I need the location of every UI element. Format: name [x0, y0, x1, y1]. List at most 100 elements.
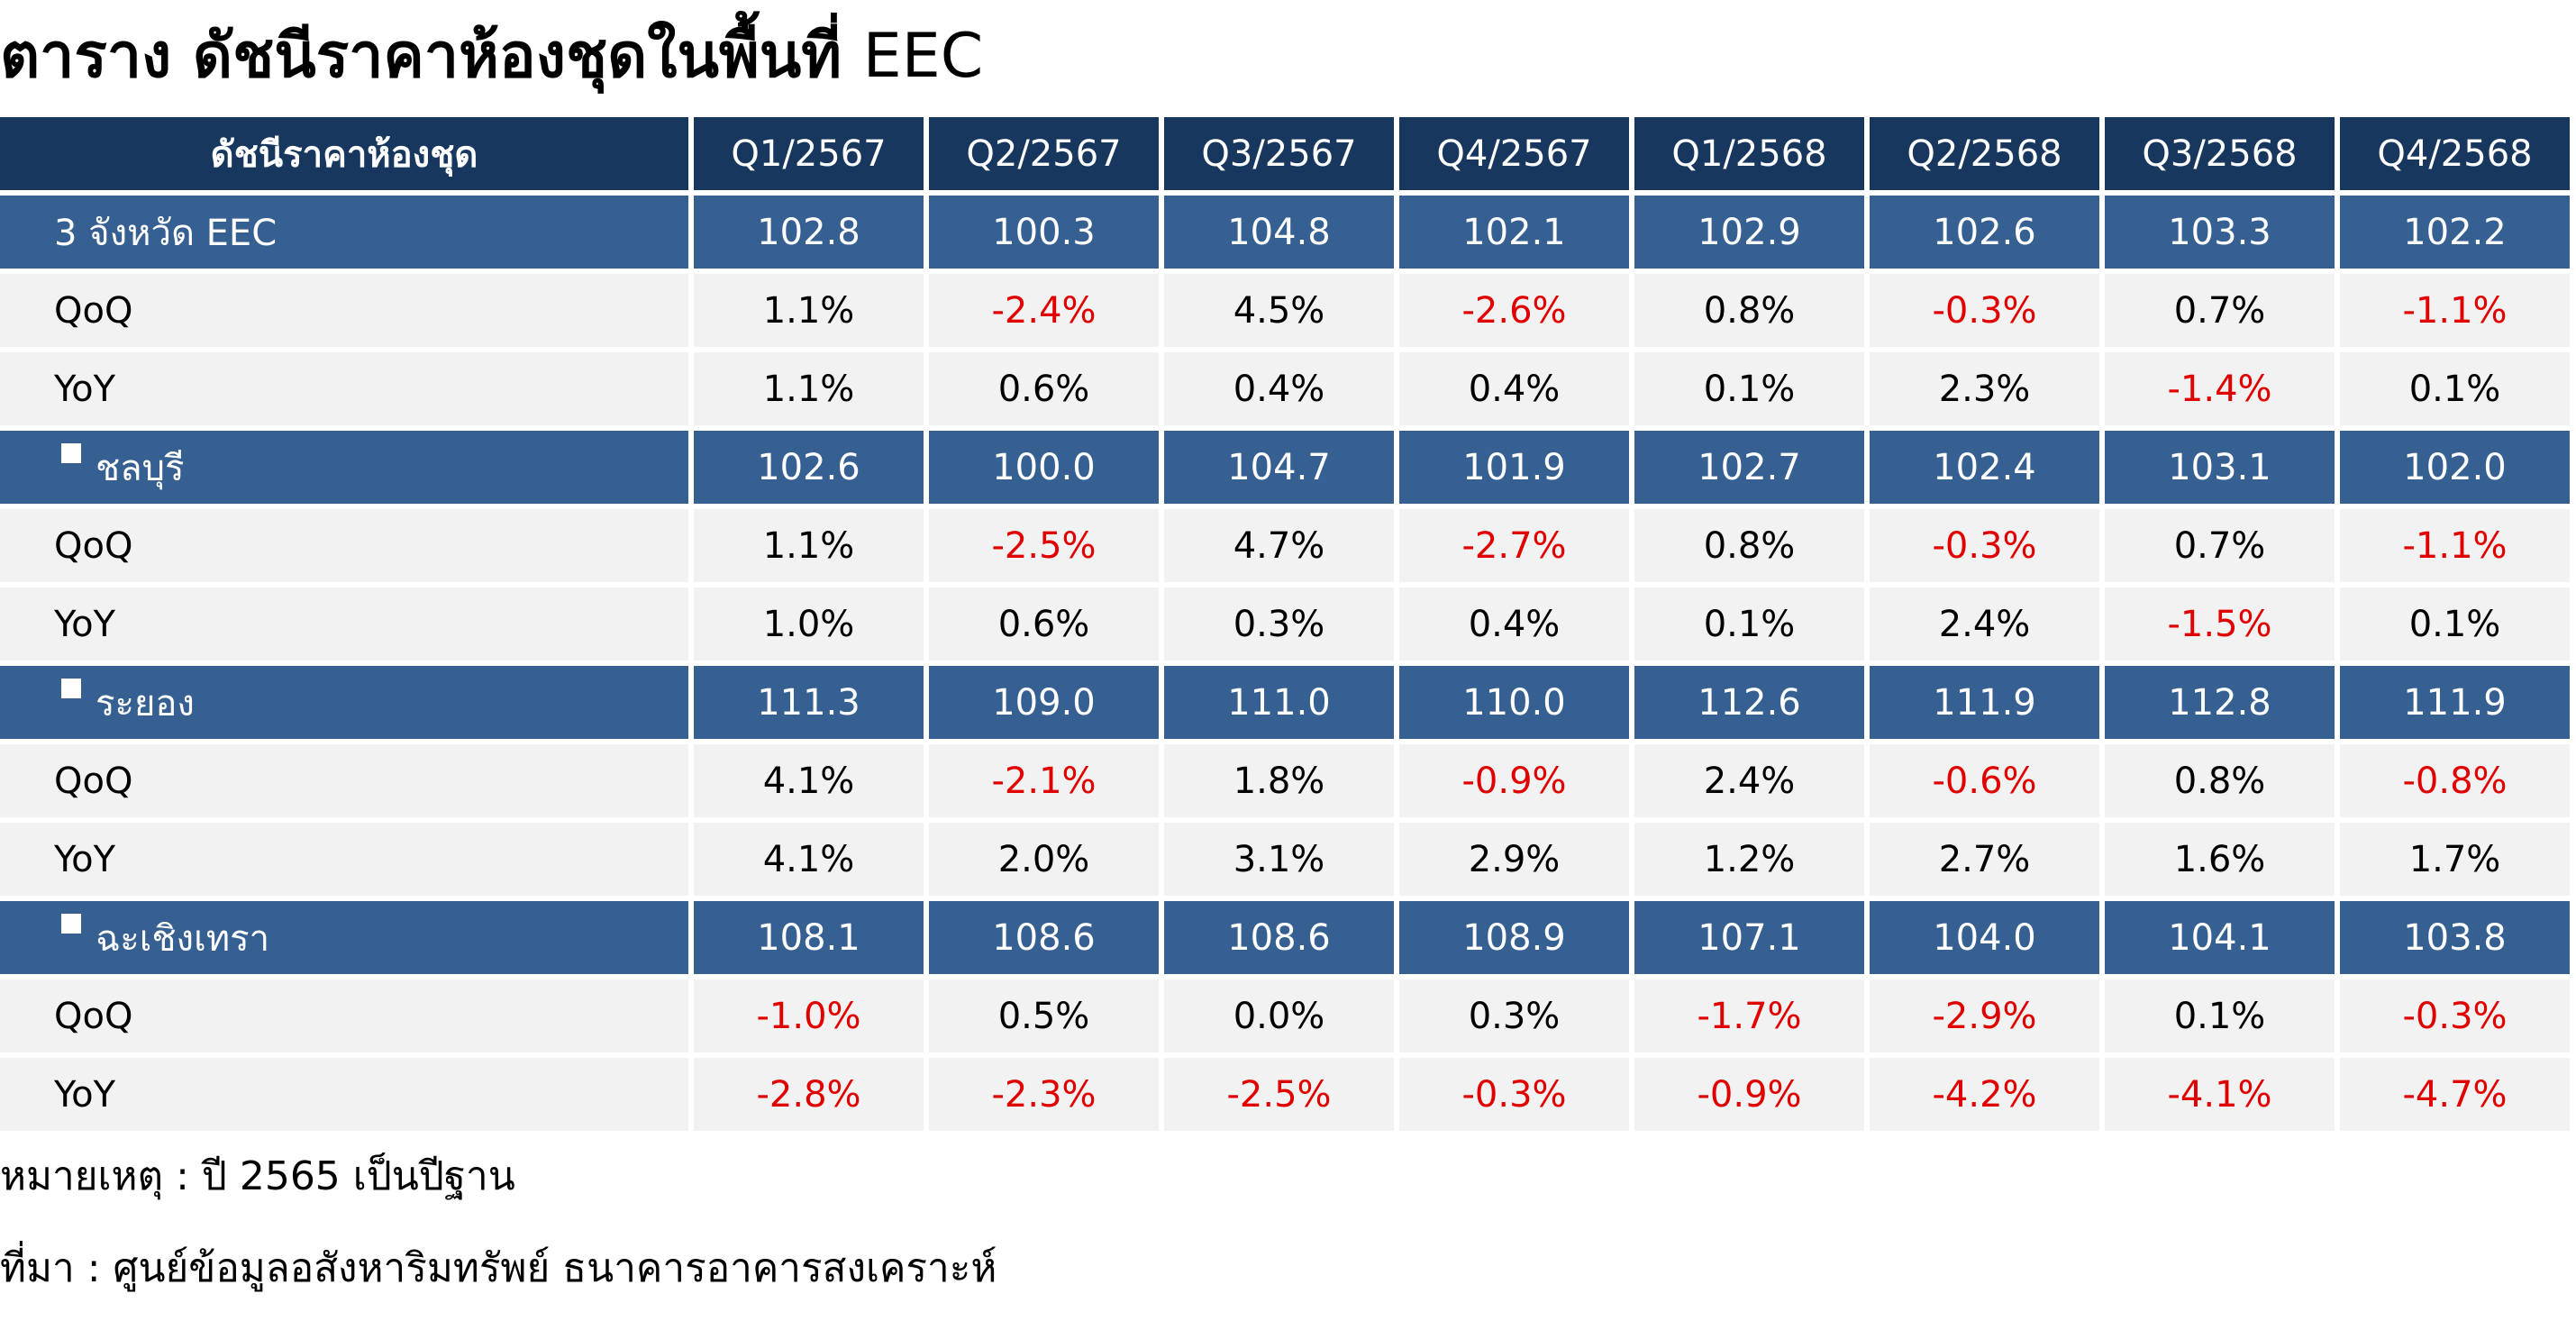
header-label: ดัชนีราคาห้องชุด [0, 117, 688, 190]
qoq-value-text: 1.1% [762, 524, 855, 567]
qoq-value-text: -2.7% [1461, 524, 1567, 567]
yoy-label: YoY [0, 823, 688, 896]
index-value: 111.0 [1164, 666, 1394, 739]
qoq-value: 4.5% [1164, 274, 1394, 347]
yoy-value-text: 2.0% [997, 838, 1090, 880]
yoy-value-text: 0.1% [2408, 603, 2501, 645]
yoy-value-text: 0.6% [997, 368, 1090, 410]
column-header: Q2/2567 [929, 117, 1159, 190]
yoy-value: -0.3% [1399, 1058, 1629, 1131]
qoq-value-text: 0.7% [2173, 524, 2266, 567]
qoq-value: -2.9% [1870, 979, 2099, 1052]
qoq-value: 0.8% [2105, 744, 2335, 817]
province-name: ระยอง [96, 682, 195, 724]
yoy-value: 0.1% [2340, 588, 2570, 660]
qoq-value-text: -0.9% [1461, 760, 1567, 802]
index-row: ระยอง 111.3 109.0 111.0 110.0 112.6 111.9 112.8… [0, 666, 2570, 739]
qoq-value: 0.7% [2105, 509, 2335, 582]
index-row: 3 จังหวัด EEC 102.8 100.3 104.8 102.1 102.9 10… [0, 196, 2570, 269]
index-value: 102.7 [1634, 431, 1864, 504]
index-value: 103.8 [2340, 901, 2570, 974]
square-bullet-icon [61, 443, 81, 463]
index-value: 102.6 [694, 431, 924, 504]
yoy-value-text: 0.3% [1233, 603, 1325, 645]
qoq-value-text: 1.1% [762, 289, 855, 332]
index-value: 104.7 [1164, 431, 1394, 504]
qoq-value-text: -1.1% [2402, 289, 2508, 332]
yoy-value-text: 1.0% [762, 603, 855, 645]
yoy-value: 2.3% [1870, 352, 2099, 425]
yoy-value: 0.1% [1634, 588, 1864, 660]
qoq-value-text: -0.6% [1932, 760, 2037, 802]
qoq-value-text: 4.5% [1233, 289, 1325, 332]
yoy-value-text: 0.4% [1468, 603, 1561, 645]
index-value: 102.1 [1399, 196, 1629, 269]
yoy-value-text: 1.7% [2408, 838, 2501, 880]
yoy-value: -0.9% [1634, 1058, 1864, 1131]
table-header-row: ดัชนีราคาห้องชุด Q1/2567 Q2/2567 Q3/2567 Q4… [0, 117, 2570, 190]
qoq-value: -2.1% [929, 744, 1159, 817]
qoq-value: -0.8% [2340, 744, 2570, 817]
qoq-value: -2.7% [1399, 509, 1629, 582]
yoy-value-text: 0.4% [1468, 368, 1561, 410]
source-note: ที่มา : ศูนย์ข้อมูลอสังหาริมทรัพย์ ธนาคา… [0, 1245, 997, 1291]
yoy-value: 0.1% [2340, 352, 2570, 425]
yoy-value-text: -2.8% [756, 1073, 861, 1116]
yoy-value: -2.5% [1164, 1058, 1394, 1131]
qoq-value-text: -1.0% [756, 995, 861, 1037]
title-thai: ตาราง ดัชนีราคาห้องชุดในพื้นที่ [0, 21, 842, 92]
index-value: 102.8 [694, 196, 924, 269]
yoy-label: YoY [0, 588, 688, 660]
yoy-value-text: 0.6% [997, 603, 1090, 645]
yoy-value-text: 2.4% [1938, 603, 2031, 645]
index-value: 104.0 [1870, 901, 2099, 974]
yoy-label: YoY [0, 352, 688, 425]
qoq-value-text: 4.1% [762, 760, 855, 802]
price-index-table: ดัชนีราคาห้องชุด Q1/2567 Q2/2567 Q3/2567 Q4… [0, 112, 2575, 1136]
qoq-value-text: -2.9% [1932, 995, 2037, 1037]
yoy-value: 0.4% [1164, 352, 1394, 425]
index-value: 108.1 [694, 901, 924, 974]
index-value: 111.3 [694, 666, 924, 739]
yoy-value-text: -1.5% [2167, 603, 2272, 645]
yoy-value-text: 0.1% [2408, 368, 2501, 410]
yoy-value-text: -2.5% [1226, 1073, 1332, 1116]
yoy-value: 1.2% [1634, 823, 1864, 896]
qoq-value-text: 0.3% [1468, 995, 1561, 1037]
yoy-value-text: -0.9% [1697, 1073, 1802, 1116]
index-value: 101.9 [1399, 431, 1629, 504]
yoy-value: 0.1% [1634, 352, 1864, 425]
index-value: 108.6 [1164, 901, 1394, 974]
index-value: 100.3 [929, 196, 1159, 269]
qoq-value: 0.8% [1634, 509, 1864, 582]
yoy-value: 0.4% [1399, 352, 1629, 425]
yoy-value-text: -4.2% [1932, 1073, 2037, 1116]
yoy-value: 1.0% [694, 588, 924, 660]
index-value: 103.1 [2105, 431, 2335, 504]
column-header: Q2/2568 [1870, 117, 2099, 190]
qoq-value: -0.9% [1399, 744, 1629, 817]
qoq-value: 0.1% [2105, 979, 2335, 1052]
yoy-value: -2.3% [929, 1058, 1159, 1131]
qoq-value-text: 1.8% [1233, 760, 1325, 802]
index-row: ชลบุรี 102.6 100.0 104.7 101.9 102.7 102.4 103.… [0, 431, 2570, 504]
qoq-row: QoQ -1.0% 0.5% 0.0% 0.3% -1.7% -2.9% 0.1% -0.3% [0, 979, 2570, 1052]
yoy-value-text: 0.1% [1703, 368, 1796, 410]
yoy-value: -4.1% [2105, 1058, 2335, 1131]
qoq-value: -0.3% [2340, 979, 2570, 1052]
row-label: ฉะเชิงเทรา [0, 901, 688, 974]
remark-note: หมายเหตุ : ปี 2565 เป็นปีฐาน [0, 1153, 515, 1199]
qoq-value: -1.0% [694, 979, 924, 1052]
qoq-label: QoQ [0, 744, 688, 817]
yoy-value-text: -2.3% [991, 1073, 1097, 1116]
qoq-label: QoQ [0, 979, 688, 1052]
index-value: 110.0 [1399, 666, 1629, 739]
square-bullet-icon [61, 679, 81, 698]
yoy-value: 0.6% [929, 588, 1159, 660]
yoy-value: 1.1% [694, 352, 924, 425]
index-value: 102.6 [1870, 196, 2099, 269]
yoy-value-text: 1.2% [1703, 838, 1796, 880]
index-value: 108.6 [929, 901, 1159, 974]
qoq-value-text: -2.5% [991, 524, 1097, 567]
yoy-value-text: -4.7% [2402, 1073, 2508, 1116]
